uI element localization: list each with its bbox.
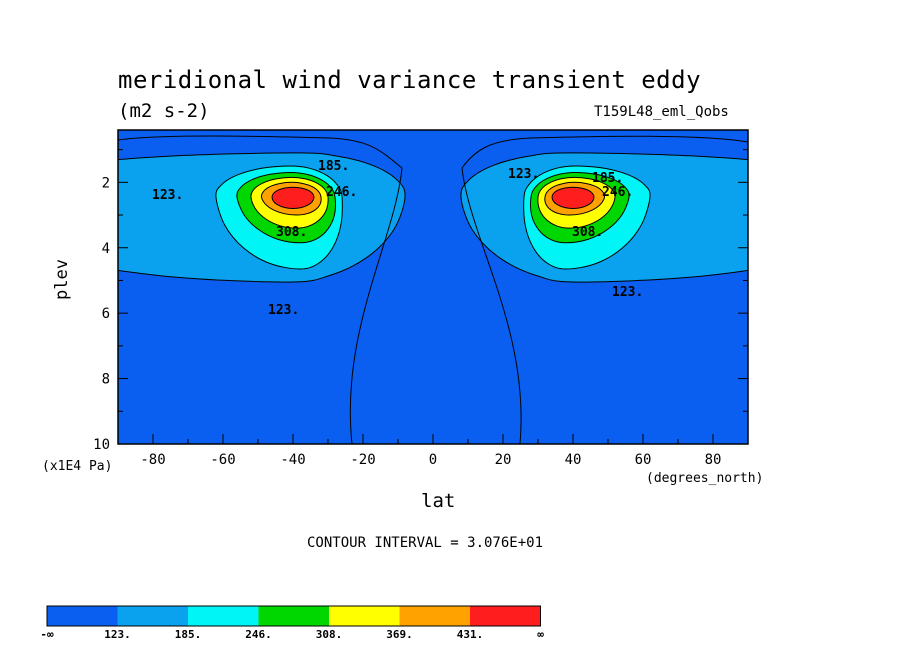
- contour-label: 246.: [602, 185, 633, 200]
- contour-label: 246.: [326, 185, 357, 200]
- colorbar-swatch: [258, 606, 329, 626]
- contour-label: 123.: [612, 285, 643, 300]
- chart-units: (m2 s-2): [118, 100, 210, 122]
- x-tick-label: 20: [495, 452, 512, 468]
- colorbar-swatch: [188, 606, 259, 626]
- south-contour-246: [236, 171, 336, 244]
- colorbar-label: -∞: [40, 628, 54, 641]
- tropical-contour-north: [461, 167, 522, 444]
- x-tick-label: 40: [565, 452, 582, 468]
- colorbar-label: 185.: [175, 628, 202, 641]
- x-axis-units: (degrees_north): [646, 471, 764, 486]
- north-contour-246: [530, 171, 630, 244]
- x-tick-label: 80: [705, 452, 722, 468]
- colorbar-frame: [46, 605, 541, 627]
- colorbar-label: 123.: [104, 628, 131, 641]
- colorbar-swatch: [117, 606, 188, 626]
- north-contour-123: [460, 152, 748, 283]
- south-contour-123: [118, 152, 406, 283]
- x-tick-label: 60: [635, 452, 652, 468]
- colorbar-label: ∞: [537, 628, 544, 641]
- y-tick-label: 8: [102, 372, 110, 388]
- colorbar-swatch: [329, 606, 400, 626]
- north-contour-431: [551, 186, 595, 210]
- north-contour-185: [523, 165, 651, 270]
- x-tick-label: -40: [280, 452, 305, 468]
- x-tick-label: -20: [350, 452, 375, 468]
- run-label: T159L48_eml_Qobs: [594, 104, 729, 120]
- y-tick-label: 2: [102, 175, 110, 191]
- tropical-contour-south: [349, 167, 403, 444]
- colorbar-label: 308.: [316, 628, 343, 641]
- south-fill-431: [272, 187, 314, 209]
- x-tick-label: 0: [429, 452, 437, 468]
- y-tick-label: 6: [102, 306, 110, 322]
- north-fill-431: [552, 187, 594, 209]
- south-contour-369: [260, 181, 322, 216]
- colorbar-label: 246.: [245, 628, 272, 641]
- south-contour-431: [271, 186, 315, 210]
- x-tick-label: -60: [210, 452, 235, 468]
- top-contour-east: [461, 135, 748, 169]
- x-tick-label: -80: [140, 452, 165, 468]
- y-axis-units: (x1E4 Pa): [42, 459, 113, 474]
- contour-label: 308.: [276, 225, 307, 240]
- colorbar-swatch: [47, 606, 118, 626]
- y-tick-label: 4: [102, 241, 110, 257]
- chart-title: meridional wind variance transient eddy: [118, 66, 702, 94]
- contour-label: 123.: [152, 188, 183, 203]
- x-axis-label: lat: [421, 490, 456, 512]
- colorbar-swatch: [399, 606, 470, 626]
- contour-label: 123.: [268, 303, 299, 318]
- north-contour-308: [537, 176, 616, 229]
- contour-label: 308.: [572, 225, 603, 240]
- south-contour-185: [215, 165, 343, 270]
- north-contour-369: [544, 181, 606, 216]
- south-contour-308: [250, 176, 329, 229]
- y-tick-label: 10: [93, 437, 110, 453]
- contour-interval: CONTOUR INTERVAL = 3.076E+01: [307, 535, 544, 551]
- contour-label: 185.: [318, 159, 349, 174]
- colorbar-swatch: [470, 606, 541, 626]
- contour-label: 123.: [508, 167, 539, 182]
- top-contour-west: [118, 135, 403, 169]
- colorbar-label: 431.: [457, 628, 484, 641]
- colorbar-label: 369.: [386, 628, 413, 641]
- contour-label: 185.: [592, 171, 623, 186]
